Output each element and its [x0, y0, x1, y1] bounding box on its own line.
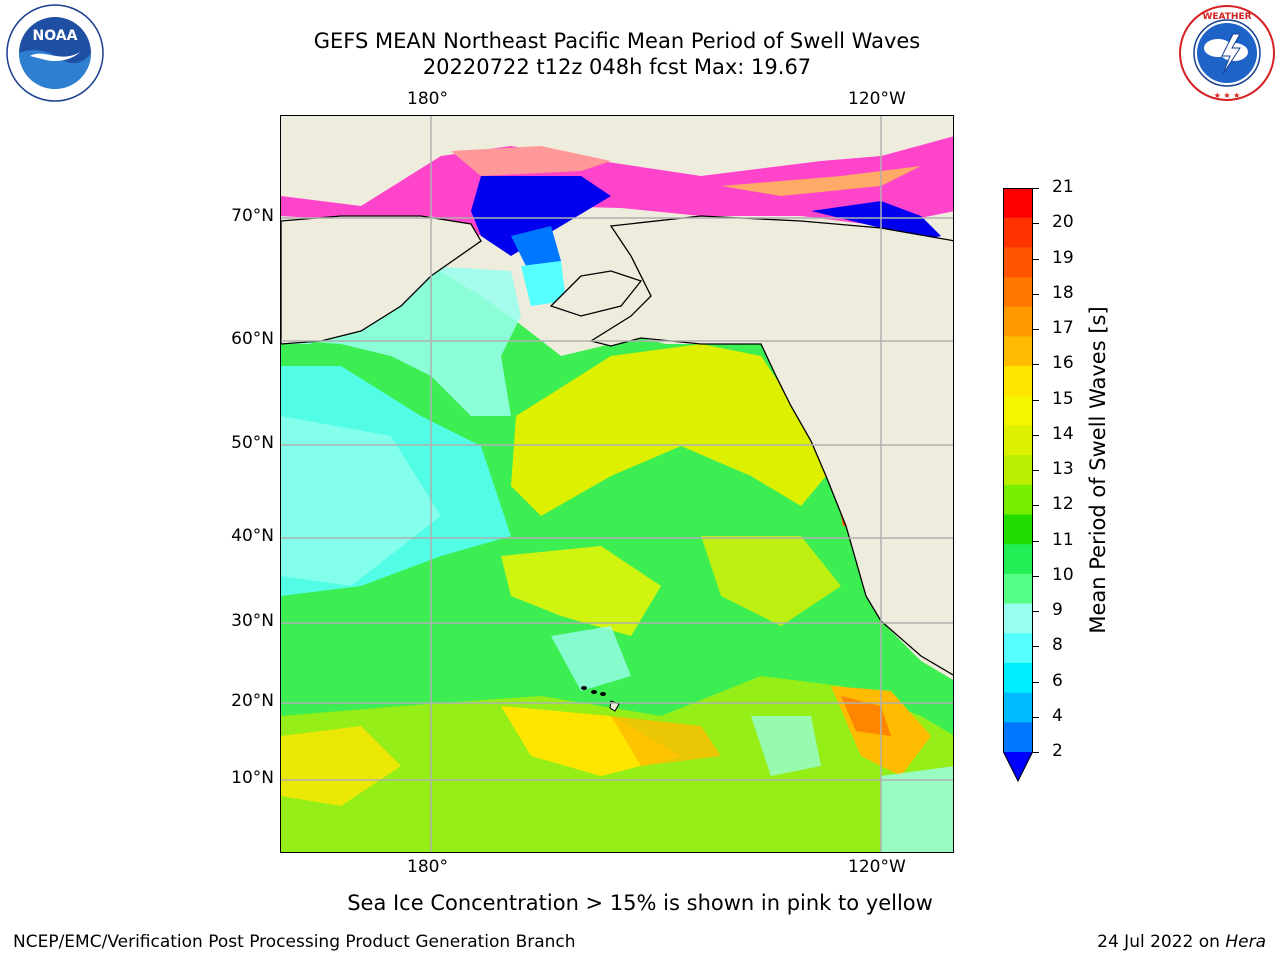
map-field	[281, 116, 953, 852]
colorbar-tick-label: 6	[1052, 670, 1063, 691]
colorbar-swatch	[1003, 395, 1033, 426]
footer-date-text: 24 Jul 2022 on	[1097, 932, 1226, 952]
colorbar-swatch	[1003, 662, 1033, 694]
colorbar-tick-label: 10	[1052, 564, 1074, 585]
colorbar-swatch	[1003, 514, 1033, 545]
colorbar-tick-mark	[1033, 258, 1039, 260]
footer-date: 24 Jul 2022 on Hera	[1097, 932, 1266, 952]
colorbar-tick-mark	[1033, 611, 1039, 612]
colorbar-tick-mark	[1033, 575, 1039, 577]
nws-logo-icon: WEATHER ★ ★ ★	[1179, 5, 1275, 101]
colorbar-tick-label: 8	[1052, 635, 1063, 656]
lat-label-10n: 10°N	[231, 768, 274, 788]
colorbar-tick-label: 21	[1052, 177, 1074, 197]
colorbar-tick-label: 9	[1052, 600, 1063, 620]
noaa-logo-icon: NOAA	[6, 4, 104, 102]
colorbar-swatch	[1003, 277, 1033, 308]
svg-text:NOAA: NOAA	[33, 28, 78, 44]
colorbar-swatch	[1003, 455, 1033, 486]
footer-credit: NCEP/EMC/Verification Post Processing Pr…	[13, 932, 576, 952]
colorbar-tick-mark	[1033, 188, 1039, 189]
colorbar-tick-mark	[1033, 223, 1039, 225]
colorbar-tick-label: 12	[1052, 494, 1074, 515]
lat-label-30n: 30°N	[231, 611, 274, 631]
colorbar-swatch	[1003, 484, 1033, 516]
colorbar-tick-label: 17	[1052, 318, 1074, 338]
chart-subtitle: 20220722 t12z 048h fcst Max: 19.67	[422, 55, 812, 79]
colorbar-swatch	[1003, 544, 1033, 575]
colorbar-under-triangle	[1003, 752, 1033, 782]
lat-label-70n: 70°N	[231, 206, 274, 226]
swell-period-map	[280, 115, 954, 853]
lon-label-top-120w: 120°W	[848, 89, 906, 109]
colorbar-outline	[1003, 188, 1033, 783]
colorbar-swatch	[1003, 425, 1033, 456]
svg-text:★ ★ ★: ★ ★ ★	[1214, 91, 1241, 100]
colorbar-swatch	[1003, 573, 1033, 605]
lat-label-50n: 50°N	[231, 433, 274, 453]
lon-label-bottom-180: 180°	[407, 857, 448, 877]
colorbar-swatch	[1003, 722, 1033, 753]
colorbar-swatch	[1003, 217, 1033, 248]
colorbar-swatch	[1003, 306, 1033, 337]
sea-ice-note: Sea Ice Concentration > 15% is shown in …	[347, 891, 933, 915]
chart-title: GEFS MEAN Northeast Pacific Mean Period …	[313, 29, 921, 53]
colorbar-tick-label: 16	[1052, 353, 1074, 374]
colorbar-tick-mark	[1033, 434, 1039, 436]
colorbar-tick-mark	[1033, 293, 1039, 295]
colorbar-tick-mark	[1033, 681, 1039, 683]
graticule	[281, 116, 953, 852]
colorbar-tick-label: 2	[1052, 741, 1063, 761]
colorbar-tick-mark	[1033, 399, 1039, 401]
lon-label-bottom-120w: 120°W	[848, 857, 906, 877]
colorbar-tick-mark	[1033, 505, 1039, 507]
colorbar-tick-label: 13	[1052, 459, 1074, 479]
colorbar-swatches	[1003, 188, 1033, 783]
colorbar-swatch	[1003, 247, 1033, 278]
colorbar-tick-label: 4	[1052, 705, 1063, 726]
footer-host: Hera	[1225, 932, 1266, 952]
colorbar-swatch	[1003, 633, 1033, 664]
colorbar-swatch	[1003, 188, 1033, 219]
colorbar-tick-mark	[1033, 716, 1039, 718]
colorbar-swatch	[1003, 366, 1033, 397]
colorbar-tick-label: 18	[1052, 282, 1074, 303]
lat-label-20n: 20°N	[231, 691, 274, 711]
noaa-logo: NOAA	[6, 4, 104, 106]
lon-label-top-180: 180°	[407, 89, 448, 109]
colorbar-swatch	[1003, 336, 1033, 367]
colorbar-swatch	[1003, 603, 1033, 634]
colorbar	[1003, 188, 1033, 783]
colorbar-tick-mark	[1033, 329, 1039, 330]
colorbar-tick-label: 14	[1052, 423, 1074, 444]
colorbar-tick-mark	[1033, 470, 1039, 471]
colorbar-tick-mark	[1033, 540, 1039, 542]
colorbar-tick-label: 15	[1052, 388, 1074, 409]
colorbar-swatch	[1003, 692, 1033, 723]
svg-text:WEATHER: WEATHER	[1202, 12, 1251, 22]
lat-label-60n: 60°N	[231, 329, 274, 349]
colorbar-tick-label: 19	[1052, 247, 1074, 268]
nws-logo: WEATHER ★ ★ ★	[1178, 4, 1276, 106]
colorbar-tick-mark	[1033, 752, 1039, 753]
colorbar-tick-mark	[1033, 364, 1039, 366]
lat-label-40n: 40°N	[231, 526, 274, 546]
colorbar-label: Mean Period of Swell Waves [s]	[1086, 306, 1110, 634]
colorbar-tick-label: 11	[1052, 529, 1074, 550]
colorbar-tick-label: 20	[1052, 212, 1074, 233]
colorbar-tick-mark	[1033, 646, 1039, 648]
